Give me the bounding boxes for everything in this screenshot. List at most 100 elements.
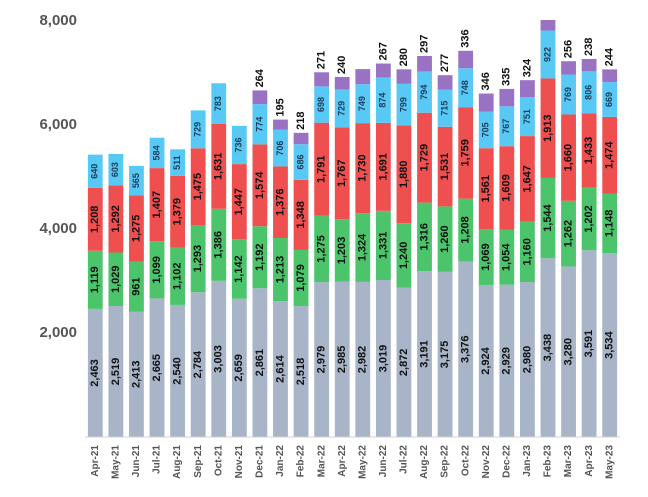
data-label: 1,348 xyxy=(295,201,307,229)
bar-segment xyxy=(437,126,453,207)
data-label: 2,872 xyxy=(398,349,410,377)
data-label: 1,275 xyxy=(316,235,328,263)
data-label: 256 xyxy=(562,40,574,58)
x-tick-label: Apr-22 xyxy=(337,445,348,477)
bar-segment xyxy=(355,84,371,124)
bar-segment xyxy=(561,200,576,267)
y-tick-label: 8,000 xyxy=(39,12,77,29)
bar-segment xyxy=(478,148,494,230)
bar-segment xyxy=(375,122,391,211)
data-label: 244 xyxy=(604,47,616,66)
data-label: 736 xyxy=(234,137,244,152)
x-tick-label: Nov-21 xyxy=(234,445,245,479)
data-label: 195 xyxy=(274,98,286,116)
bar-segment xyxy=(417,55,432,72)
data-label: 565 xyxy=(131,173,141,188)
data-label: 2,519 xyxy=(110,358,122,386)
bar-segment xyxy=(602,253,618,437)
x-tick-label: Apr-21 xyxy=(90,445,101,477)
data-label: 2,665 xyxy=(151,354,163,382)
data-label: 3,019 xyxy=(377,345,389,373)
bar-segment xyxy=(458,107,474,199)
data-label: 1,647 xyxy=(521,165,533,193)
data-label: 3,438 xyxy=(542,334,554,362)
data-label: 336 xyxy=(460,29,472,47)
bar-segment xyxy=(108,306,124,437)
bar-segment xyxy=(190,224,206,293)
bar-segment xyxy=(293,306,309,437)
bar-segment xyxy=(519,97,535,137)
data-label: 603 xyxy=(110,162,120,177)
bar-segment xyxy=(170,304,186,437)
data-label: 335 xyxy=(501,68,513,86)
bar-segment xyxy=(602,116,618,194)
bar-segment xyxy=(375,63,391,78)
bar-segment xyxy=(478,111,494,149)
data-label: 1,192 xyxy=(254,243,266,271)
data-label: 2,982 xyxy=(357,346,369,374)
data-label: 2,784 xyxy=(192,350,204,378)
data-label: 271 xyxy=(316,51,328,69)
data-label: 1,386 xyxy=(213,231,225,259)
bar-segment xyxy=(334,281,350,437)
x-tick-label: Jun-21 xyxy=(131,445,142,478)
bar-segment xyxy=(375,280,391,437)
bar-segment xyxy=(396,83,412,126)
bar-segment xyxy=(273,119,288,130)
bar-segment xyxy=(437,271,453,437)
data-label: 1,544 xyxy=(542,203,554,231)
data-label: 729 xyxy=(337,101,347,116)
bar-segment xyxy=(211,123,227,209)
bar-segment xyxy=(375,77,391,123)
data-label: 240 xyxy=(336,56,348,74)
x-tick-label: Mar-23 xyxy=(563,445,574,478)
bar-segment xyxy=(437,75,453,90)
bar-segment xyxy=(499,146,515,230)
bar-segment xyxy=(519,282,535,437)
bar-segment xyxy=(561,61,576,75)
data-label: 1,880 xyxy=(398,161,410,189)
data-label: 1,691 xyxy=(377,153,389,181)
data-label: 1,331 xyxy=(377,232,389,260)
x-tick-label: Sep-22 xyxy=(440,445,451,478)
x-tick-label: Sep-21 xyxy=(193,445,204,478)
data-label: 1,142 xyxy=(233,255,245,283)
bar-segment xyxy=(170,175,186,248)
data-label: 767 xyxy=(501,119,511,134)
bar-segment xyxy=(293,249,309,307)
x-tick-label: Oct-22 xyxy=(460,445,471,477)
data-label: 1,029 xyxy=(110,265,122,293)
bar-segment xyxy=(252,104,268,145)
x-tick-label: Mar-22 xyxy=(316,445,327,478)
data-label: 1,474 xyxy=(604,141,616,169)
bar-segment xyxy=(561,266,576,437)
x-tick-label: Feb-23 xyxy=(543,445,554,478)
data-label: 705 xyxy=(481,122,491,137)
bar-segment xyxy=(396,223,412,288)
bar-segment xyxy=(170,149,186,176)
bar-segment xyxy=(87,250,103,309)
x-tick-label: Jul-22 xyxy=(399,445,410,474)
y-tick-label: 2,000 xyxy=(39,324,77,341)
data-label: 1,099 xyxy=(151,256,163,284)
bar-segment xyxy=(602,82,618,117)
bar-segment xyxy=(499,284,515,437)
data-label: 669 xyxy=(604,92,614,107)
data-label: 2,861 xyxy=(254,349,266,377)
data-label: 1,148 xyxy=(604,210,616,238)
data-label: 264 xyxy=(254,68,266,87)
data-label: 218 xyxy=(295,111,307,129)
data-label: 1,260 xyxy=(439,225,451,253)
data-label: 749 xyxy=(357,96,367,111)
data-label: 1,407 xyxy=(151,191,163,219)
bar-segment xyxy=(581,250,597,437)
bar-segment xyxy=(231,125,247,165)
data-label: 1,079 xyxy=(295,264,307,292)
data-label: 1,324 xyxy=(357,233,369,261)
data-label: 297 xyxy=(418,35,430,53)
bar-segment xyxy=(478,284,494,437)
bar-segment xyxy=(314,86,330,123)
data-label: 640 xyxy=(90,164,100,179)
bar-segment xyxy=(211,83,227,124)
